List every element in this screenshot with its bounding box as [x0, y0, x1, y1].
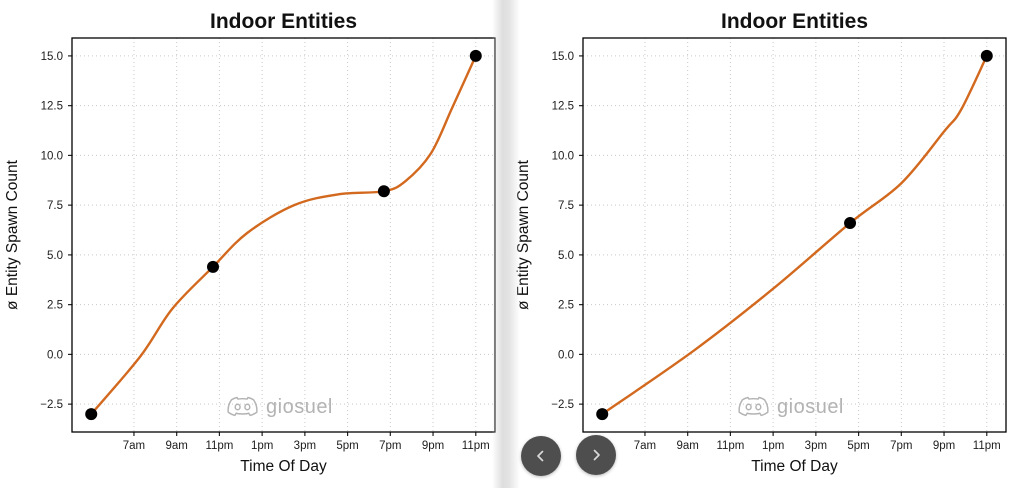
- x-tick-label: 11pm: [462, 440, 490, 452]
- x-axis-label: Time Of Day: [240, 458, 327, 475]
- x-tick-label: 11pm: [205, 440, 233, 452]
- y-tick-label: 10.0: [552, 150, 574, 162]
- x-tick-label: 7am: [634, 440, 656, 452]
- y-tick-label: 15.0: [41, 51, 63, 63]
- chevron-right-icon: [593, 449, 600, 461]
- data-point-marker: [85, 408, 98, 421]
- data-point-marker: [207, 260, 219, 273]
- data-point-marker: [980, 49, 993, 62]
- carousel-next-button[interactable]: [576, 435, 616, 475]
- data-point-marker: [596, 408, 609, 421]
- y-tick-label: 10.0: [41, 150, 63, 162]
- plot-border: [71, 37, 496, 433]
- y-tick-label: −2.5: [551, 399, 574, 411]
- x-tick-label: 1pm: [251, 440, 273, 452]
- y-tick-label: 2.5: [558, 300, 574, 312]
- spawn-curve: [90, 54, 477, 416]
- x-tick-label: 7pm: [890, 440, 912, 452]
- y-tick-label: 5.0: [47, 250, 63, 262]
- y-tick-label: 7.5: [558, 200, 574, 212]
- x-tick-label: 7am: [123, 440, 145, 452]
- x-tick-label: 5pm: [336, 440, 358, 452]
- x-tick-label: 3pm: [294, 440, 316, 452]
- x-tick-label: 9pm: [422, 440, 444, 452]
- data-point-marker: [469, 49, 482, 62]
- x-tick-label: 11pm: [716, 440, 744, 452]
- x-tick-label: 9pm: [933, 440, 955, 452]
- plot-border: [582, 37, 1007, 433]
- indoor-entities-chart-left: 7am 9am 11pm 1pm 3pm 5pm 7pm 9pm 11pm −2.5 0.0 2.5 5…: [4, 10, 496, 475]
- data-point-marker: [377, 185, 390, 198]
- chart-title: Indoor Entities: [210, 10, 357, 33]
- y-tick-label: 0.0: [558, 349, 574, 361]
- y-axis-label: ø Entity Spawn Count: [515, 159, 532, 310]
- chevron-left-icon: [537, 450, 544, 462]
- y-tick-label: 5.0: [558, 250, 574, 262]
- y-tick-label: 0.0: [47, 349, 63, 361]
- y-tick-label: 7.5: [47, 200, 63, 212]
- x-tick-label: 11pm: [973, 440, 1001, 452]
- indoor-entities-chart-right: 7am 9am 11pm 1pm 3pm 5pm 7pm 9pm 11pm −2.5 0.0 2.5 5…: [515, 10, 1007, 475]
- spawn-curve: [601, 54, 988, 416]
- chart-title: Indoor Entities: [721, 10, 868, 33]
- x-axis-label: Time Of Day: [751, 458, 838, 475]
- carousel-prev-button[interactable]: [521, 436, 561, 476]
- data-point-marker: [844, 217, 857, 230]
- x-tick-label: 9am: [165, 440, 187, 452]
- y-tick-label: −2.5: [40, 399, 63, 411]
- chart-panel-right: 7am 9am 11pm 1pm 3pm 5pm 7pm 9pm 11pm −2.5 0.0 2.5 5…: [511, 0, 1022, 488]
- y-tick-label: 12.5: [41, 101, 63, 113]
- x-tick-label: 9am: [676, 440, 698, 452]
- y-tick-label: 15.0: [552, 51, 574, 63]
- y-axis-label: ø Entity Spawn Count: [4, 159, 21, 310]
- x-tick-label: 5pm: [847, 440, 869, 452]
- y-tick-label: 2.5: [47, 300, 63, 312]
- x-tick-label: 7pm: [379, 440, 401, 452]
- x-tick-label: 1pm: [762, 440, 784, 452]
- x-tick-label: 3pm: [805, 440, 827, 452]
- chart-panel-left: 7am 9am 11pm 1pm 3pm 5pm 7pm 9pm 11pm −2.5 0.0 2.5 5…: [4, 10, 496, 475]
- y-tick-label: 12.5: [552, 101, 574, 113]
